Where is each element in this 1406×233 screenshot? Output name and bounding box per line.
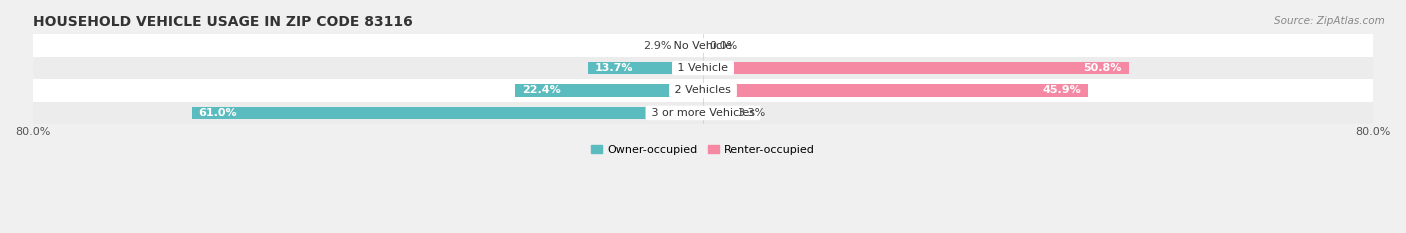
Text: 2.9%: 2.9%: [644, 41, 672, 51]
Legend: Owner-occupied, Renter-occupied: Owner-occupied, Renter-occupied: [586, 140, 820, 159]
Bar: [191, 107, 703, 119]
Text: 45.9%: 45.9%: [1042, 86, 1081, 96]
Bar: [703, 107, 731, 119]
Text: 0.0%: 0.0%: [710, 41, 738, 51]
Bar: [32, 57, 1374, 79]
Bar: [32, 79, 1374, 102]
Bar: [679, 39, 703, 52]
Text: 3 or more Vehicles: 3 or more Vehicles: [648, 108, 758, 118]
Text: HOUSEHOLD VEHICLE USAGE IN ZIP CODE 83116: HOUSEHOLD VEHICLE USAGE IN ZIP CODE 8311…: [32, 15, 412, 29]
Text: 3.3%: 3.3%: [737, 108, 766, 118]
Bar: [32, 102, 1374, 124]
Text: 2 Vehicles: 2 Vehicles: [671, 86, 735, 96]
Bar: [588, 62, 703, 74]
Bar: [703, 84, 1088, 97]
Text: Source: ZipAtlas.com: Source: ZipAtlas.com: [1274, 16, 1385, 26]
Text: 1 Vehicle: 1 Vehicle: [675, 63, 731, 73]
Text: No Vehicle: No Vehicle: [671, 41, 735, 51]
Text: 50.8%: 50.8%: [1084, 63, 1122, 73]
Text: 22.4%: 22.4%: [522, 86, 561, 96]
Text: 13.7%: 13.7%: [595, 63, 634, 73]
Bar: [516, 84, 703, 97]
Text: 61.0%: 61.0%: [198, 108, 238, 118]
Bar: [703, 62, 1129, 74]
Bar: [32, 34, 1374, 57]
